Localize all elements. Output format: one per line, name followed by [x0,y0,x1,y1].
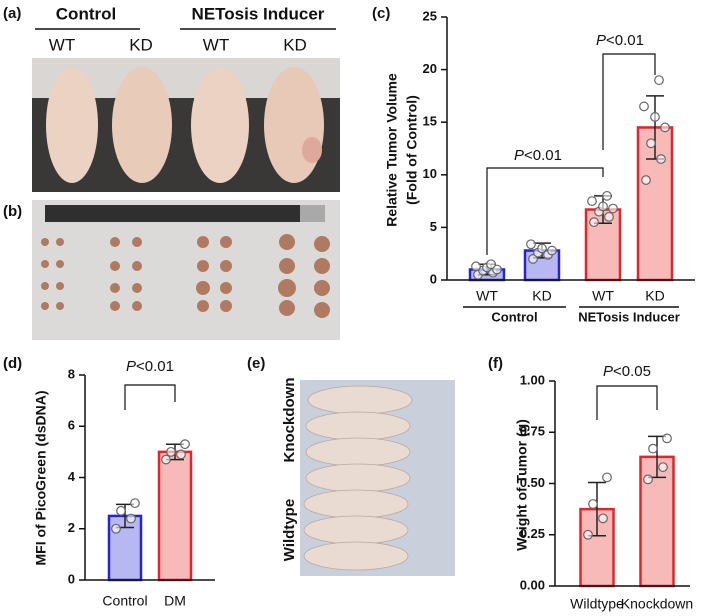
data-point [646,138,656,149]
group-header: Control [56,4,116,23]
data-point [662,433,672,444]
data-point [547,245,557,256]
significance-bracket [124,384,176,410]
data-point [588,499,598,509]
y-tick-label: 8 [68,366,75,381]
panel-label: (f) [488,355,503,372]
data-point [161,454,171,465]
y-axis-label: Weight of Tumor (g) [514,419,530,551]
y-tick-label: 0 [430,271,437,286]
data-point [650,112,660,122]
y-tick-label: 2 [68,520,75,535]
data-point [660,122,670,133]
group-label: Control [491,309,537,324]
subheader: KD [129,35,153,54]
x-tick-label: Knockdown [621,596,693,612]
y-axis-label: (Fold of Control) [404,95,420,205]
x-tick-label: WT [476,288,498,304]
y-tick-label: 15 [423,114,437,129]
data-point [180,439,190,450]
x-tick-label: DM [164,593,186,609]
data-point [116,505,126,516]
data-point [608,203,618,214]
data-point [537,243,547,254]
bar [157,450,193,582]
data-point [658,462,668,473]
x-tick-label: KD [645,288,664,304]
data-point [598,513,608,524]
y-tick-label: 0.75 [520,424,545,439]
y-tick-label: 25 [423,8,437,23]
data-point [604,211,614,222]
photo-b [32,200,340,340]
subheader: KD [283,35,307,54]
data-point [587,196,597,207]
y-tick-label: 6 [68,418,75,433]
panel-label: (d) [3,355,22,372]
p-value: P<0.05 [603,363,651,380]
x-tick-label: Control [102,593,147,609]
data-point [654,75,664,86]
data-point [492,264,502,275]
side-label: Knockdown [281,378,298,463]
data-point [528,254,538,264]
data-point [589,217,599,228]
y-tick-label: 4 [68,469,76,484]
side-label: Wildtype [281,499,298,561]
data-point [598,201,608,212]
y-tick-label: 10 [423,166,437,181]
data-point [166,446,176,457]
significance-bracket [486,167,604,255]
data-point [583,529,593,540]
data-point [130,498,140,509]
group-label: NETosis Inducer [578,309,680,324]
x-tick-label: Wildtype [570,596,624,612]
significance-bracket [602,53,656,150]
data-point [111,523,121,534]
y-tick-label: 1.00 [520,372,545,387]
data-point [526,239,536,250]
p-value: P<0.01 [514,147,562,164]
x-tick-label: WT [592,288,614,304]
data-point [486,259,496,270]
y-tick-label: 0 [68,571,75,586]
data-point [602,472,612,483]
significance-bracket [596,385,658,420]
data-point [641,175,651,185]
photo-e [300,380,455,576]
p-value: P<0.01 [596,32,644,49]
group-header: NETosis Inducer [192,4,325,23]
y-tick-label: 0.00 [520,577,545,592]
data-point [176,449,186,460]
data-point [643,474,653,485]
data-point [602,190,612,201]
photo-a [32,58,340,192]
data-point [648,443,658,454]
data-point [126,513,136,524]
subheader: WT [49,35,75,54]
panel-label: (b) [3,203,22,220]
data-point [639,101,649,112]
data-point [656,154,666,164]
y-tick-label: 20 [423,61,437,76]
panel-label: (e) [247,355,265,372]
y-tick-label: 0.50 [520,475,545,490]
subheader: WT [203,35,229,54]
y-axis-label: MFI of PicoGreen (dsDNA) [33,390,49,565]
x-tick-label: KD [532,288,551,304]
panel-label: (c) [372,5,390,22]
y-tick-label: 5 [430,219,437,234]
p-value: P<0.01 [126,358,174,375]
y-axis-label: Relative Tumor Volume [384,73,400,227]
y-tick-label: 0.25 [520,526,545,541]
data-point [471,261,481,272]
panel-label: (a) [3,5,21,22]
